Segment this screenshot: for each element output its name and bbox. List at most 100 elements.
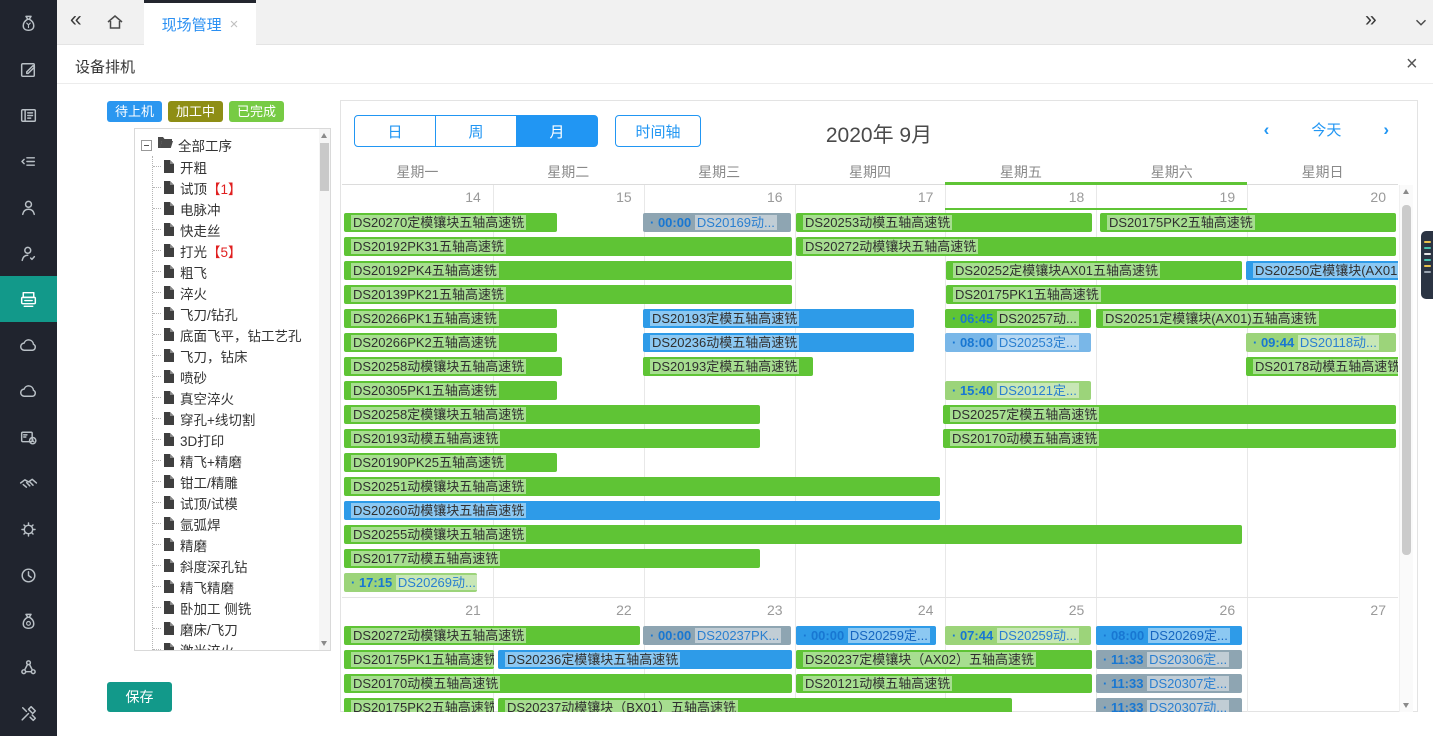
schedule-bar[interactable]: DS20190PK25五轴高速铣 [344,453,557,472]
view-button-周[interactable]: 周 [435,115,517,147]
tree-item[interactable]: 底面飞平，钻工艺孔 [153,324,330,345]
tree-item[interactable]: 开粗 [153,156,330,177]
schedule-bar[interactable]: DS20266PK2五轴高速铣 [344,333,557,352]
schedule-bar[interactable]: DS20192PK31五轴高速铣 [344,237,792,256]
tree-scrollbar-thumb[interactable] [320,143,329,191]
schedule-bar[interactable]: · 17:15 DS20269动... [344,573,477,592]
sidebar-item-cloud[interactable] [0,322,57,368]
chevron-down-icon[interactable] [1412,13,1430,36]
schedule-bar[interactable]: DS20236定模镶块五轴高速铣 [498,650,792,669]
schedule-bar[interactable]: DS20251动模镶块五轴高速铣 [344,477,940,496]
scroll-down-icon[interactable] [1403,703,1409,708]
tree-item[interactable]: 精飞+精磨 [153,450,330,471]
save-button[interactable]: 保存 [107,682,172,712]
schedule-bar[interactable]: · 09:44 DS20118动... [1246,333,1396,352]
sidebar-item-clock[interactable] [0,552,57,598]
sidebar-item-machine[interactable] [0,276,57,322]
schedule-bar[interactable]: DS20175PK1五轴高速铣 [344,650,494,669]
sidebar-item-money-bag-2[interactable] [0,598,57,644]
tree-item[interactable]: 氩弧焊 [153,513,330,534]
schedule-bar[interactable]: DS20258定模镶块五轴高速铣 [344,405,760,424]
edge-floating-widget[interactable] [1421,231,1433,299]
today-button[interactable]: 今天 [1311,122,1342,139]
schedule-bar[interactable]: DS20253动模五轴高速铣 [796,213,1092,232]
schedule-bar[interactable]: · 00:00 DS20237PK... [643,626,791,645]
scroll-up-icon[interactable] [1403,189,1409,194]
sidebar-item-form-card[interactable] [0,92,57,138]
schedule-bar[interactable]: DS20258动模镶块五轴高速铣 [344,357,562,376]
view-button-月[interactable]: 月 [516,115,598,147]
collapse-sidebar-icon[interactable]: « [70,8,82,31]
schedule-bar[interactable]: DS20237动模镶块（BX01）五轴高速铣 [498,698,1012,712]
legend-badge[interactable]: 加工中 [168,101,224,122]
tree-item[interactable]: 钳工/精雕 [153,471,330,492]
tree-item[interactable]: 淬火 [153,282,330,303]
schedule-bar[interactable]: DS20177动模五轴高速铣 [344,549,760,568]
schedule-bar[interactable]: DS20270定模镶块五轴高速铣 [344,213,557,232]
tree-item[interactable]: 斜度深孔钻 [153,555,330,576]
schedule-bar[interactable]: DS20272动模镶块五轴高速铣 [796,237,1396,256]
tab-site-management[interactable]: 现场管理 × [144,0,256,45]
sidebar-item-cloud-2[interactable] [0,368,57,414]
schedule-bar[interactable]: DS20272动模镶块五轴高速铣 [344,626,640,645]
tree-item[interactable]: 喷砂 [153,366,330,387]
legend-badge[interactable]: 待上机 [107,101,163,122]
schedule-bar[interactable]: · 00:00 DS20259定... [796,626,936,645]
schedule-bar[interactable]: · 08:00 DS20253定... [945,333,1091,352]
tree-item[interactable]: 3D打印 [153,429,330,450]
next-icon[interactable]: › [1383,119,1389,139]
schedule-bar[interactable]: DS20236动模五轴高速铣 [643,333,914,352]
schedule-bar[interactable]: DS20139PK21五轴高速铣 [344,285,792,304]
tree-item[interactable]: 快走丝 [153,219,330,240]
legend-badge[interactable]: 已完成 [229,101,285,122]
schedule-bar[interactable]: DS20193动模五轴高速铣 [344,429,760,448]
tree-item[interactable]: 飞刀，钻床 [153,345,330,366]
tree-item[interactable]: 飞刀/钻孔 [153,303,330,324]
sidebar-item-user[interactable] [0,184,57,230]
tab-close-icon[interactable]: × [229,15,239,33]
schedule-bar[interactable]: · 07:44 DS20259动... [945,626,1091,645]
schedule-bar[interactable]: · 11:33 DS20307动... [1096,698,1242,712]
expand-tabs-icon[interactable]: » [1365,8,1377,31]
sidebar-item-list-indent[interactable] [0,138,57,184]
view-button-时间轴[interactable]: 时间轴 [615,115,701,147]
tree-item[interactable]: 卧加工 侧铣 [153,597,330,618]
schedule-bar[interactable]: · 08:00 DS20269定... [1096,626,1242,645]
tree-item[interactable]: 精飞精磨 [153,576,330,597]
tree-item[interactable]: 试顶/试模 [153,492,330,513]
tree-item[interactable]: 穿孔+线切割 [153,408,330,429]
scroll-down-icon[interactable] [321,641,327,646]
schedule-bar[interactable]: DS20252定模镶块AX01五轴高速铣 [946,261,1242,280]
tree-item[interactable]: 精磨 [153,534,330,555]
schedule-bar[interactable]: DS20237定模镶块（AX02）五轴高速铣 [796,650,1092,669]
tree-item[interactable]: 打光 【5】 [153,240,330,261]
schedule-bar[interactable]: DS20192PK4五轴高速铣 [344,261,792,280]
schedule-bar[interactable]: · 06:45 DS20257动... [945,309,1091,328]
prev-icon[interactable]: ‹ [1263,119,1270,139]
schedule-bar[interactable]: DS20170动模五轴高速铣 [344,674,792,693]
tree-item[interactable]: 磨床/飞刀 [153,618,330,639]
schedule-bar[interactable]: DS20250定模镶块(AX01 [1246,261,1398,280]
schedule-bar[interactable]: · 11:33 DS20307定... [1096,674,1242,693]
sidebar-item-handshake[interactable] [0,460,57,506]
schedule-bar[interactable]: DS20175PK1五轴高速铣 [946,285,1396,304]
schedule-bar[interactable]: · 11:33 DS20306定... [1096,650,1242,669]
schedule-bar[interactable]: DS20121动模五轴高速铣 [796,674,1092,693]
calendar-scrollbar-thumb[interactable] [1402,205,1411,555]
tree-item[interactable]: 激光淬火 [153,639,330,650]
calendar-scrollbar[interactable] [1399,185,1413,712]
sidebar-item-tools[interactable] [0,690,57,736]
schedule-bar[interactable]: DS20257定模五轴高速铣 [943,405,1396,424]
sidebar-item-edit[interactable] [0,46,57,92]
schedule-bar[interactable]: DS20193定模五轴高速铣 [643,357,813,376]
sidebar-item-share-nodes[interactable] [0,644,57,690]
tree-item[interactable]: 粗飞 [153,261,330,282]
schedule-bar[interactable]: DS20193定模五轴高速铣 [643,309,914,328]
schedule-bar[interactable]: DS20175PK2五轴高速铣 [344,698,494,712]
tree-item[interactable]: 电脉冲 [153,198,330,219]
schedule-bar[interactable]: DS20175PK2五轴高速铣 [1100,213,1396,232]
panel-close-icon[interactable]: × [1406,53,1418,75]
sidebar-item-money-bag[interactable] [0,0,57,46]
tree-item[interactable]: 真空淬火 [153,387,330,408]
sidebar-item-user-check[interactable] [0,230,57,276]
